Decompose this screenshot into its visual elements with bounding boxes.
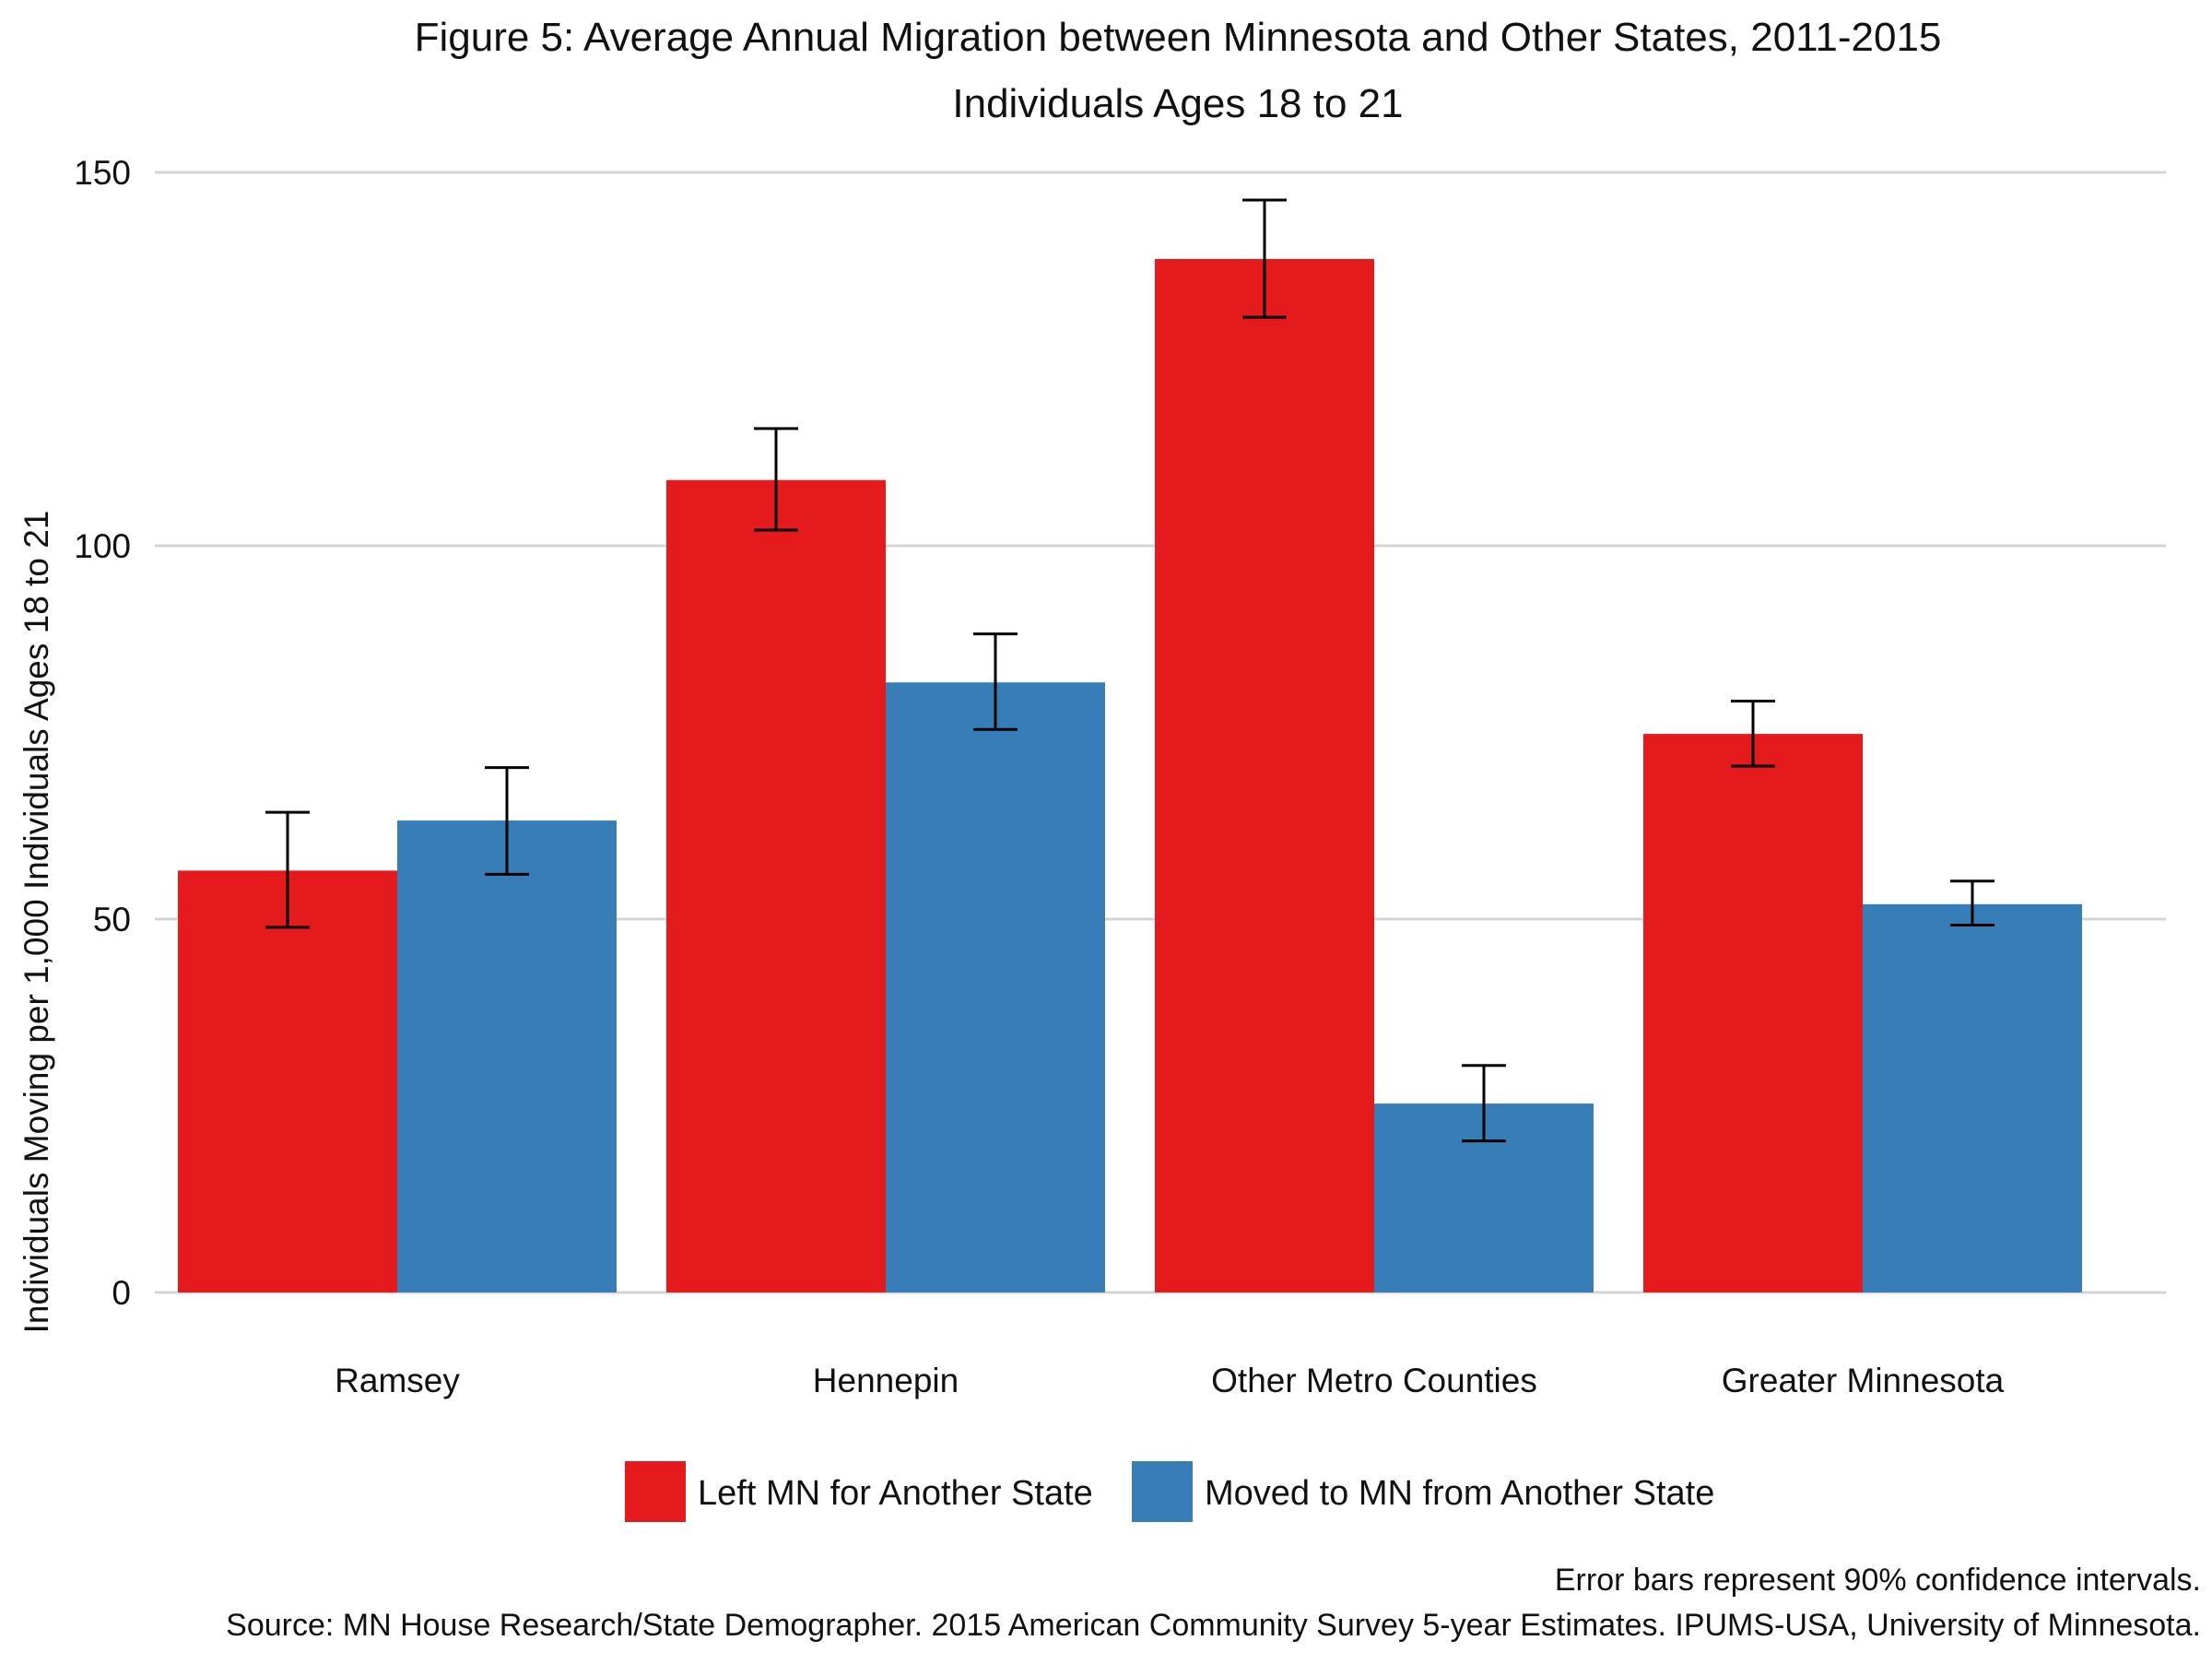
legend: Left MN for Another State Moved to MN fr… [625,1461,1714,1522]
error-bar [485,766,529,876]
x-tick-label: Greater Minnesota [1722,1362,2005,1399]
bar-moved-to-mn-1 [886,682,1105,1292]
bar-moved-to-mn-3 [1863,903,2082,1292]
legend-swatch-moved-to-mn [1132,1461,1193,1522]
y-tick-label: 150 [74,154,131,192]
error-bar [1242,198,1287,319]
y-tick-label: 0 [112,1274,131,1312]
bar-left-mn-2 [1155,258,1374,1293]
x-tick-label: Hennepin [813,1362,959,1399]
error-bar [973,632,1018,731]
error-bar [754,427,798,532]
chart-source: Source: MN House Research/State Demograp… [226,1608,2201,1643]
error-bar [265,810,310,929]
error-bar-layer [265,198,1994,1143]
bar-left-mn-1 [666,479,886,1292]
y-tick-label: 100 [74,527,131,565]
x-tick-label: Ramsey [335,1362,460,1399]
error-bar [1462,1064,1506,1143]
legend-label-moved-to-mn: Moved to MN from Another State [1205,1474,1714,1513]
x-tick-label: Other Metro Counties [1211,1362,1537,1399]
chart-footnote: Error bars represent 90% confidence inte… [1555,1563,2201,1598]
legend-label-left-mn: Left MN for Another State [698,1474,1093,1513]
y-tick-label: 50 [93,901,131,938]
bar-moved-to-mn-0 [397,820,617,1292]
error-bar [1950,879,1994,926]
tick-label-layer: 0 50 100 150 Ramsey Hennepin Other Metro Count… [74,154,2004,1399]
bar-layer [178,258,2082,1293]
bar-left-mn-0 [178,870,397,1292]
legend-swatch-left-mn [625,1461,686,1522]
bar-left-mn-3 [1643,734,1863,1292]
chart-subtitle: Individuals Ages 18 to 21 [952,81,1403,126]
chart-title: Figure 5: Average Annual Migration betwe… [415,15,1942,60]
y-axis-label: Individuals Moving per 1,000 Individuals… [18,511,55,1334]
error-bar [1731,699,1775,768]
